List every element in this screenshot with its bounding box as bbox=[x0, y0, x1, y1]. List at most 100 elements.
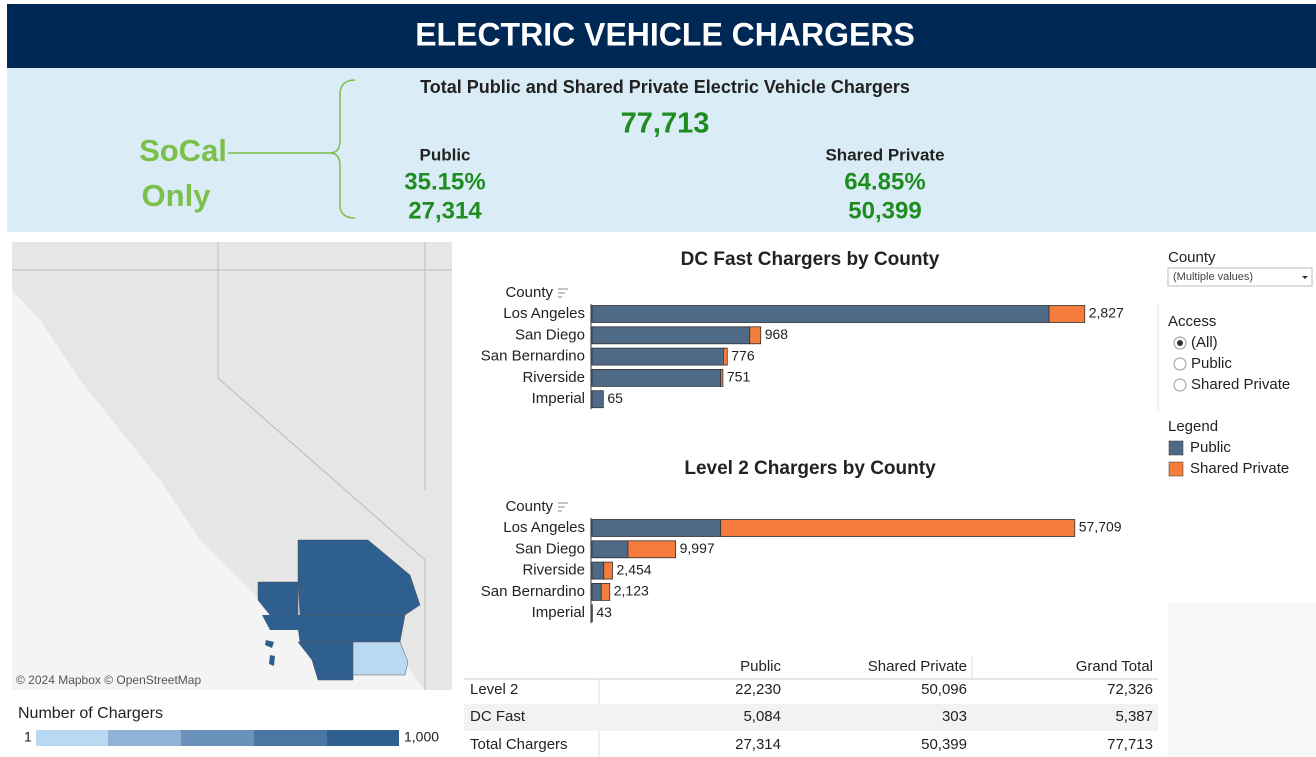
radio-dot bbox=[1177, 340, 1183, 346]
category-header: County bbox=[505, 498, 553, 515]
shared-label: Shared Private bbox=[825, 145, 944, 164]
bar-segment bbox=[591, 326, 751, 345]
legend-swatch bbox=[1168, 440, 1184, 456]
color-ramp bbox=[36, 730, 399, 746]
table-cell: 5,387 bbox=[1115, 708, 1153, 725]
map-county bbox=[297, 641, 354, 681]
table-cell: 72,326 bbox=[1107, 681, 1153, 698]
bar-segment bbox=[600, 583, 611, 601]
map-legend-max: 1,000 bbox=[404, 729, 439, 745]
region-label: Only bbox=[142, 178, 212, 213]
total-label: 2,123 bbox=[614, 583, 649, 599]
column-header: Public bbox=[740, 658, 781, 675]
total-label: 9,997 bbox=[680, 540, 715, 556]
region-label: SoCal bbox=[139, 133, 227, 168]
row-label: Level 2 bbox=[470, 681, 518, 698]
y-tick-label: San Diego bbox=[515, 540, 585, 557]
radio-label: Public bbox=[1191, 355, 1232, 372]
y-tick-label: Riverside bbox=[522, 369, 585, 386]
y-tick-label: San Bernardino bbox=[481, 583, 585, 600]
table-cell: 27,314 bbox=[735, 736, 781, 753]
y-tick-label: Los Angeles bbox=[503, 305, 585, 322]
legend-entry: Shared Private bbox=[1190, 460, 1289, 477]
bar-segment bbox=[591, 390, 604, 409]
public-label: Public bbox=[419, 145, 470, 164]
filter-label: County bbox=[1168, 249, 1216, 266]
shared-count: 50,399 bbox=[848, 197, 921, 224]
bar-segment bbox=[720, 519, 1076, 537]
map-legend-min: 1 bbox=[24, 729, 32, 745]
total-label: 2,827 bbox=[1089, 305, 1124, 321]
legend-label: Legend bbox=[1168, 418, 1218, 435]
radio[interactable] bbox=[1173, 378, 1187, 392]
bar-segment bbox=[591, 305, 1050, 323]
total-label: 751 bbox=[727, 369, 751, 385]
table-cell: 303 bbox=[942, 708, 967, 725]
summary-band bbox=[7, 68, 1316, 232]
map-county bbox=[352, 641, 409, 676]
legend-swatch bbox=[1168, 461, 1184, 477]
total-label: 57,709 bbox=[1079, 519, 1122, 535]
map-county bbox=[297, 614, 406, 643]
y-tick-label: San Bernardino bbox=[481, 348, 585, 365]
bar-segment bbox=[723, 347, 728, 366]
total-label: 776 bbox=[731, 347, 755, 363]
bar-segment bbox=[1048, 305, 1086, 323]
map-attribution: © 2024 Mapbox © OpenStreetMap bbox=[16, 673, 201, 687]
bar-segment bbox=[591, 583, 602, 601]
public-count: 27,314 bbox=[408, 197, 482, 224]
table-cell: 50,096 bbox=[921, 681, 967, 698]
bar-segment bbox=[627, 540, 677, 559]
column-header: Shared Private bbox=[868, 658, 967, 675]
total-label: 968 bbox=[765, 326, 789, 342]
brace bbox=[228, 79, 356, 219]
table-cell: 77,713 bbox=[1107, 736, 1153, 753]
public-percent: 35.15% bbox=[404, 168, 485, 195]
bar-segment bbox=[603, 561, 613, 580]
summary-title: Total Public and Shared Private Electric… bbox=[420, 77, 910, 97]
radio[interactable] bbox=[1173, 357, 1187, 371]
shared-percent: 64.85% bbox=[844, 168, 925, 195]
row-band bbox=[464, 704, 1158, 731]
row-label: DC Fast bbox=[470, 708, 526, 725]
chart-title: DC Fast Chargers by County bbox=[681, 249, 940, 270]
column-header: Grand Total bbox=[1076, 658, 1153, 675]
map-islands bbox=[262, 615, 300, 666]
map-borders bbox=[12, 242, 452, 690]
map-legend-title: Number of Chargers bbox=[18, 705, 163, 722]
radio-label: Shared Private bbox=[1191, 376, 1290, 393]
chart-title: Level 2 Chargers by County bbox=[684, 458, 936, 479]
bar-segment bbox=[720, 368, 724, 387]
table-cell: 5,084 bbox=[743, 708, 781, 725]
y-tick-label: San Diego bbox=[515, 326, 585, 343]
dropdown-value: (Multiple values) bbox=[1173, 271, 1253, 283]
bar-segment bbox=[591, 519, 722, 537]
header-bar bbox=[7, 4, 1316, 68]
table-cell: 50,399 bbox=[921, 736, 967, 753]
row-label: Total Chargers bbox=[470, 736, 568, 753]
y-tick-label: Riverside bbox=[522, 562, 585, 579]
y-tick-label: Los Angeles bbox=[503, 519, 585, 536]
bar-segment bbox=[591, 347, 724, 366]
category-header: County bbox=[505, 284, 553, 301]
dropdown-arrow bbox=[1302, 276, 1308, 279]
total-label: 65 bbox=[607, 390, 623, 406]
filter-label: Access bbox=[1168, 313, 1216, 330]
summary-total: 77,713 bbox=[621, 108, 710, 140]
sort-icon[interactable] bbox=[558, 288, 568, 298]
legend-entry: Public bbox=[1190, 439, 1231, 456]
total-label: 43 bbox=[596, 604, 612, 620]
blank-panel bbox=[1168, 603, 1316, 757]
sort-icon[interactable] bbox=[558, 502, 568, 512]
bar-segment bbox=[591, 368, 722, 387]
table-cell: 22,230 bbox=[735, 681, 781, 698]
header-title: ELECTRIC VEHICLE CHARGERS bbox=[415, 16, 915, 52]
y-tick-label: Imperial bbox=[532, 604, 585, 621]
bar-segment bbox=[749, 326, 762, 345]
total-label: 2,454 bbox=[617, 561, 652, 577]
radio-label: (All) bbox=[1191, 334, 1218, 351]
y-tick-label: Imperial bbox=[532, 390, 585, 407]
bar-segment bbox=[591, 561, 605, 580]
county-dropdown[interactable] bbox=[1167, 267, 1313, 287]
